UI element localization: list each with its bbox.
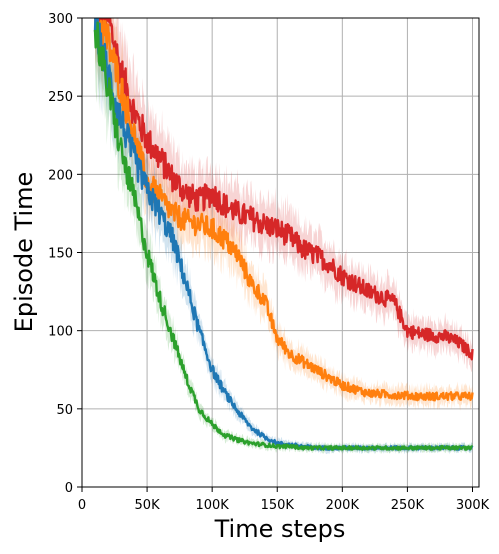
x-axis-label: Time steps xyxy=(214,515,346,543)
x-tick-label: 200K xyxy=(326,498,360,513)
series-line-0 xyxy=(95,18,474,361)
x-tick-label: 0 xyxy=(78,498,86,513)
y-tick-label: 150 xyxy=(48,247,73,262)
y-tick-label: 300 xyxy=(48,12,73,27)
y-tick-label: 0 xyxy=(65,481,73,496)
x-tick-label: 150K xyxy=(261,498,295,513)
y-axis-label: Episode Time xyxy=(10,172,38,333)
axis-ticks: 0 50K 100K 150K 200K 250K 300K 0 50 100 150 200 250 3… xyxy=(48,12,489,513)
y-tick-label: 50 xyxy=(56,403,73,418)
x-tick-label: 100K xyxy=(195,498,229,513)
y-tick-label: 100 xyxy=(48,325,73,340)
series-lines xyxy=(93,18,474,451)
y-tick-label: 250 xyxy=(48,90,73,105)
series-line-3 xyxy=(93,21,473,451)
x-tick-label: 300K xyxy=(456,498,490,513)
series-line-1 xyxy=(94,18,474,402)
series-band-0 xyxy=(95,18,473,373)
confidence-bands xyxy=(95,18,473,455)
x-tick-label: 250K xyxy=(391,498,425,513)
x-tick-label: 50K xyxy=(135,498,161,513)
y-tick-label: 200 xyxy=(48,168,73,183)
